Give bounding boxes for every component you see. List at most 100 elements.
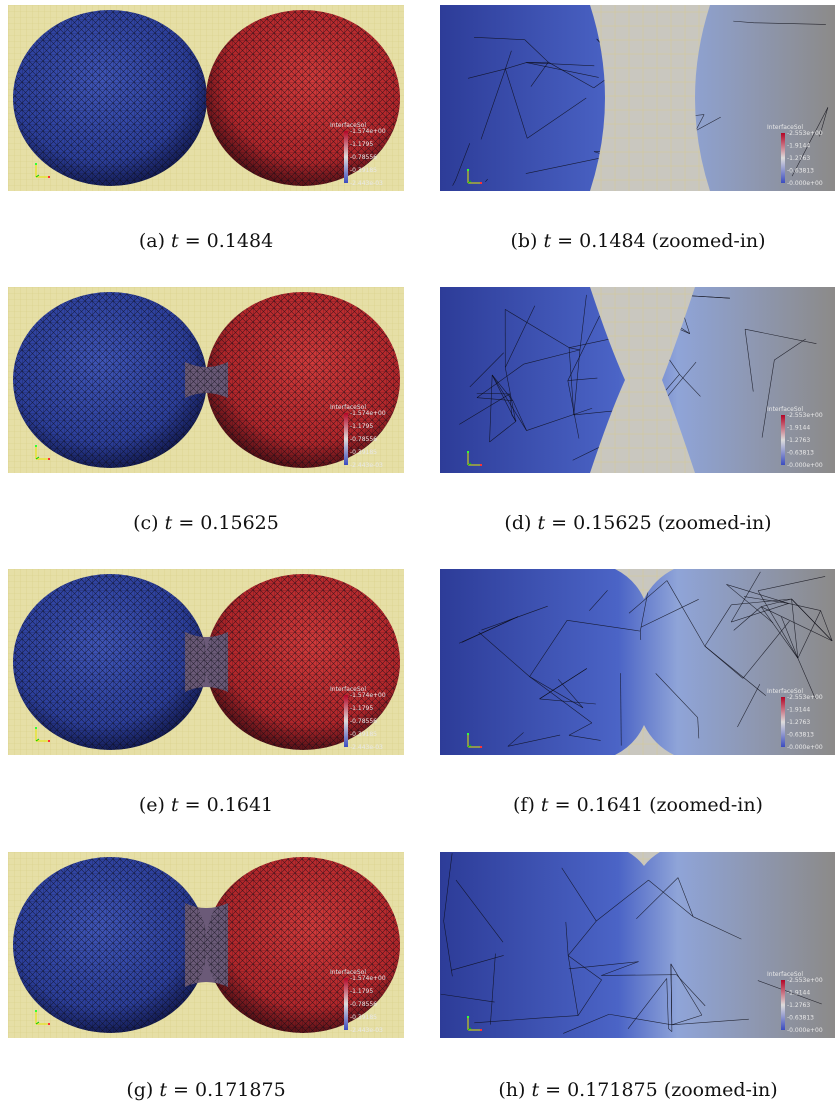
droplet-render-d: InterfaceSol-2.553e+00 -1.9144 -1.2763 -0.6… <box>440 287 835 473</box>
colorbar-tick-label: -2.443e-03 <box>350 180 383 187</box>
caption-label: (h) <box>498 1079 526 1101</box>
caption-zoom: (zoomed-in) <box>663 1079 778 1101</box>
orientation-axes-icon <box>467 451 482 466</box>
colorbar-gradient <box>344 131 348 183</box>
colorbar-tick-label: -1.2763 <box>787 719 810 726</box>
colorbar-tick-label: -1.574e+00 <box>350 410 386 417</box>
colorbar: InterfaceSol-2.553e+00 -1.9144 -1.2763 -0.6… <box>767 124 823 187</box>
colorbar-tick-label: -0.39185 <box>350 167 377 174</box>
right-droplet-mesh <box>206 574 400 750</box>
colorbar-tick-label: -2.553e+00 <box>787 977 823 984</box>
colorbar-tick-label: -0.000e+00 <box>787 1027 823 1034</box>
caption-t-value: 0.15625 <box>200 512 279 534</box>
colorbar-tick-label: -0.000e+00 <box>787 744 823 751</box>
colorbar-tick-label: -2.553e+00 <box>787 412 823 419</box>
panel-g-image: InterfaceSol -1.574e+00 -1.1795 -0.78556 -0.… <box>8 852 404 1038</box>
caption-label: (b) <box>510 230 538 252</box>
caption-h: (h) t = 0.171875 (zoomed-in) <box>498 1079 778 1101</box>
colorbar-tick-label: -1.574e+00 <box>350 128 386 135</box>
colorbar-title: InterfaceSol <box>330 686 366 693</box>
colorbar-tick-label: -0.63813 <box>787 168 814 175</box>
colorbar: InterfaceSol-2.553e+00 -1.9144 -1.2763 -0.6… <box>767 406 823 469</box>
colorbar-tick-label: -1.574e+00 <box>350 692 386 699</box>
colorbar-gradient <box>781 415 785 465</box>
caption-label: (g) <box>126 1079 154 1101</box>
orientation-axes-icon <box>35 163 50 178</box>
caption-label: (e) <box>138 794 165 816</box>
colorbar-tick-label: -0.78556 <box>350 436 377 443</box>
colorbar-title: InterfaceSol <box>330 404 366 411</box>
colorbar: InterfaceSol-1.574e+00 -1.1795 -0.78556 -0.… <box>330 686 386 751</box>
colorbar-tick-label: -0.63813 <box>787 1015 814 1022</box>
colorbar-tick-label: -2.443e-03 <box>350 744 383 751</box>
colorbar-title: InterfaceSol <box>330 969 366 976</box>
colorbar-tick-label: -2.553e+00 <box>787 130 823 137</box>
colorbar-tick-label: -1.1795 <box>350 141 373 148</box>
orientation-axes-icon <box>35 727 50 742</box>
droplet-surface <box>440 852 835 1038</box>
caption-t-value: 0.15625 <box>573 512 652 534</box>
orientation-axes-icon <box>467 1016 482 1031</box>
colorbar-tick-label: -0.78556 <box>350 718 377 725</box>
colorbar-title: InterfaceSol <box>767 688 803 695</box>
colorbar-tick-label: -1.2763 <box>787 155 810 162</box>
caption-label: (a) <box>138 230 165 252</box>
panel-b-image: InterfaceSol -2.553e+00 -1.9144 -1.2763 -0.6… <box>440 5 835 191</box>
colorbar-tick-label: -1.1795 <box>350 423 373 430</box>
colorbar-tick-label: -0.000e+00 <box>787 462 823 469</box>
colorbar-title: InterfaceSol <box>767 971 803 978</box>
colorbar-tick-label: -0.39185 <box>350 449 377 456</box>
droplet-render-a: InterfaceSol-1.574e+00 -1.1795 -0.78556 -0.… <box>8 5 404 191</box>
colorbar: InterfaceSol-1.574e+00 -1.1795 -0.78556 -0.… <box>330 122 386 187</box>
caption-label: (d) <box>504 512 532 534</box>
droplet-render-e: InterfaceSol-1.574e+00 -1.1795 -0.78556 -0.… <box>8 569 404 755</box>
caption-t-symbol: t <box>171 230 179 252</box>
caption-t-value: 0.1484 <box>579 230 646 252</box>
caption-t-value: 0.1641 <box>206 794 274 816</box>
caption-t-symbol: t <box>537 512 546 534</box>
right-droplet-mesh <box>206 292 400 468</box>
colorbar-tick-label: -1.9144 <box>787 425 810 432</box>
colorbar-tick-label: -0.78556 <box>350 1001 377 1008</box>
caption-zoom: (zoomed-in) <box>651 230 766 252</box>
caption-zoom: (zoomed-in) <box>657 512 772 534</box>
caption-c: (c) t = 0.15625 <box>133 512 279 534</box>
colorbar-tick-label: -2.443e-03 <box>350 1027 383 1034</box>
panel-e-image: InterfaceSol -1.574e+00 -1.1795 -0.78556 -0.… <box>8 569 404 755</box>
droplet-render-c: InterfaceSol-1.574e+00 -1.1795 -0.78556 -0.… <box>8 287 404 473</box>
orientation-axes-icon <box>467 169 482 184</box>
caption-label: (c) <box>133 512 159 534</box>
left-droplet-mesh <box>13 10 207 186</box>
orientation-axes-icon <box>35 445 50 460</box>
caption-zoom: (zoomed-in) <box>649 794 763 816</box>
colorbar: InterfaceSol-2.553e+00 -1.9144 -1.2763 -0.6… <box>767 688 823 751</box>
left-droplet-mesh <box>13 857 207 1033</box>
right-droplet-mesh <box>206 857 400 1033</box>
caption-t-symbol: t <box>159 1079 167 1101</box>
caption-t-value: 0.1484 <box>206 230 274 252</box>
colorbar-tick-label: -1.9144 <box>787 990 810 997</box>
colorbar-tick-label: -1.9144 <box>787 143 810 150</box>
right-droplet-mesh <box>206 10 400 186</box>
droplets <box>13 10 400 186</box>
caption-t-value: 0.171875 <box>195 1079 286 1101</box>
caption-label: (f) <box>513 794 535 816</box>
droplet-render-g: InterfaceSol-1.574e+00 -1.1795 -0.78556 -0.… <box>8 852 404 1038</box>
colorbar-title: InterfaceSol <box>330 122 366 129</box>
panel-c-image: InterfaceSol -1.574e+00 -1.1795 -0.78556 -0.… <box>8 287 404 473</box>
colorbar-tick-label: -1.9144 <box>787 707 810 714</box>
orientation-axes-icon <box>467 733 482 748</box>
colorbar-tick-label: -2.443e-03 <box>350 462 383 469</box>
droplet-surface <box>440 569 835 755</box>
caption-t-value: 0.1641 <box>576 794 644 816</box>
caption-t-symbol: t <box>540 794 549 816</box>
droplet-surface-fill <box>440 852 835 1038</box>
colorbar-gradient <box>781 133 785 183</box>
droplet-surface-fill <box>440 5 835 191</box>
panel-h-image: InterfaceSol -2.553e+00 -1.9144 -1.2763 -0.6… <box>440 852 835 1038</box>
caption-t-symbol: t <box>164 512 173 534</box>
droplets <box>13 292 400 468</box>
colorbar-gradient <box>344 695 348 747</box>
colorbar: InterfaceSol-2.553e+00 -1.9144 -1.2763 -0.6… <box>767 971 823 1034</box>
panel-f-image: InterfaceSol -2.553e+00 -1.9144 -1.2763 -0.6… <box>440 569 835 755</box>
